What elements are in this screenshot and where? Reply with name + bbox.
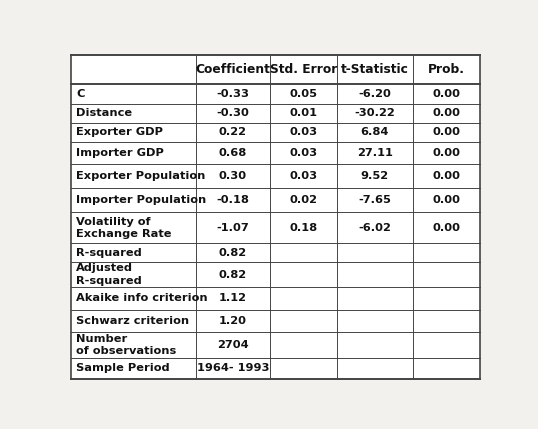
- Text: t-Statistic: t-Statistic: [341, 63, 409, 76]
- Text: Akaike info criterion: Akaike info criterion: [76, 293, 208, 303]
- Text: 0.00: 0.00: [433, 89, 461, 99]
- Text: 0.00: 0.00: [433, 108, 461, 118]
- Text: -7.65: -7.65: [358, 196, 391, 205]
- Text: Importer Population: Importer Population: [76, 196, 207, 205]
- Text: 1.12: 1.12: [219, 293, 247, 303]
- Text: -6.02: -6.02: [358, 223, 391, 233]
- Text: Importer GDP: Importer GDP: [76, 148, 164, 158]
- Text: 0.18: 0.18: [289, 223, 317, 233]
- Text: -1.07: -1.07: [216, 223, 249, 233]
- Text: 1.20: 1.20: [219, 316, 247, 326]
- Text: Volatility of
Exchange Rate: Volatility of Exchange Rate: [76, 217, 172, 239]
- Text: 1964- 1993: 1964- 1993: [196, 363, 269, 373]
- Text: 2704: 2704: [217, 340, 249, 350]
- Text: 0.01: 0.01: [289, 108, 317, 118]
- Text: -6.20: -6.20: [358, 89, 391, 99]
- Text: 0.03: 0.03: [289, 172, 317, 181]
- Text: 0.03: 0.03: [289, 148, 317, 158]
- Text: 0.00: 0.00: [433, 196, 461, 205]
- Text: 0.22: 0.22: [219, 127, 247, 137]
- Text: Distance: Distance: [76, 108, 132, 118]
- Text: Std. Error: Std. Error: [270, 63, 337, 76]
- Text: 0.82: 0.82: [219, 248, 247, 257]
- Text: 9.52: 9.52: [361, 172, 389, 181]
- Text: Schwarz criterion: Schwarz criterion: [76, 316, 189, 326]
- Text: 0.02: 0.02: [289, 196, 317, 205]
- Text: Adjusted
R-squared: Adjusted R-squared: [76, 263, 142, 286]
- Text: 0.00: 0.00: [433, 148, 461, 158]
- Text: 0.00: 0.00: [433, 127, 461, 137]
- Text: 6.84: 6.84: [360, 127, 389, 137]
- Text: C: C: [76, 89, 85, 99]
- Text: Exporter GDP: Exporter GDP: [76, 127, 164, 137]
- Text: Exporter Population: Exporter Population: [76, 172, 206, 181]
- Text: R-squared: R-squared: [76, 248, 142, 257]
- Text: -0.18: -0.18: [216, 196, 249, 205]
- Text: 0.00: 0.00: [433, 223, 461, 233]
- Text: Number
of observations: Number of observations: [76, 334, 176, 356]
- Text: 0.68: 0.68: [218, 148, 247, 158]
- Text: -30.22: -30.22: [355, 108, 395, 118]
- Text: -0.30: -0.30: [216, 108, 249, 118]
- Text: Sample Period: Sample Period: [76, 363, 170, 373]
- Text: 0.05: 0.05: [289, 89, 317, 99]
- Text: 27.11: 27.11: [357, 148, 393, 158]
- Text: -0.33: -0.33: [216, 89, 249, 99]
- Text: Prob.: Prob.: [428, 63, 465, 76]
- Text: Coefficient: Coefficient: [195, 63, 270, 76]
- Text: 0.30: 0.30: [219, 172, 247, 181]
- Text: 0.00: 0.00: [433, 172, 461, 181]
- Text: 0.03: 0.03: [289, 127, 317, 137]
- Text: 0.82: 0.82: [219, 270, 247, 280]
